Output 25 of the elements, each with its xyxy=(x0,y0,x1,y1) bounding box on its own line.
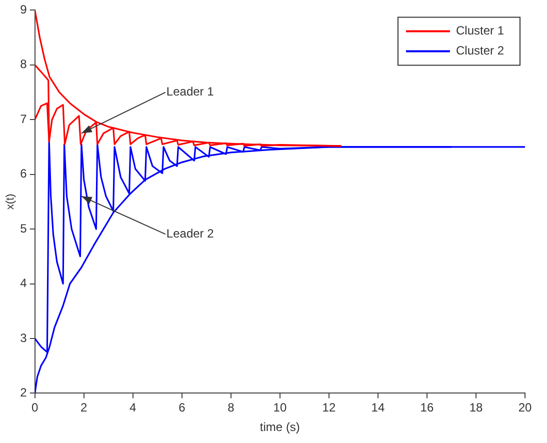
legend-label: Cluster 1 xyxy=(456,24,504,38)
x-tick-label: 18 xyxy=(469,400,483,415)
y-tick-label: 6 xyxy=(20,166,28,181)
y-tick-label: 5 xyxy=(20,221,28,236)
y-axis-title: x(t) xyxy=(4,194,17,210)
x-tick-label: 6 xyxy=(178,400,186,415)
y-tick-label: 4 xyxy=(20,276,28,290)
y-tick-label: 8 xyxy=(20,57,28,72)
annotation: Leader 2 xyxy=(166,226,214,241)
x-tick-label: 12 xyxy=(322,400,336,415)
y-tick-label: 9 xyxy=(20,2,28,17)
annotation: Leader 1 xyxy=(166,84,214,99)
x-tick-label: 8 xyxy=(228,400,235,415)
x-axis-title: time (s) xyxy=(260,420,300,434)
y-tick-label: 3 xyxy=(20,330,28,345)
y-tick-label: 2 xyxy=(20,386,28,400)
x-tick-label: 2 xyxy=(80,400,88,415)
x-tick-label: 16 xyxy=(420,400,434,415)
y-tick-label: 7 xyxy=(20,112,28,126)
x-tick-label: 4 xyxy=(130,400,137,415)
x-tick-label: 20 xyxy=(518,400,532,415)
legend-label: Cluster 2 xyxy=(456,44,504,58)
x-tick-label: 14 xyxy=(371,400,385,415)
x-tick-label: 10 xyxy=(273,400,287,415)
x-tick-label: 0 xyxy=(32,400,39,415)
